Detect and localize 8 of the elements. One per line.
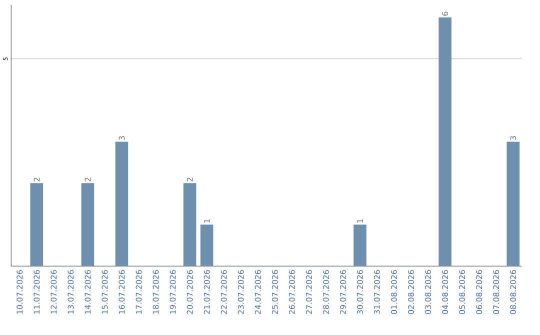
- bar: [30, 183, 44, 266]
- bar: [354, 224, 366, 266]
- bar: [200, 224, 214, 266]
- bar: [81, 183, 94, 266]
- bar: [183, 183, 196, 266]
- bar: [506, 142, 520, 266]
- bar: [115, 142, 128, 266]
- bar: [438, 17, 452, 266]
